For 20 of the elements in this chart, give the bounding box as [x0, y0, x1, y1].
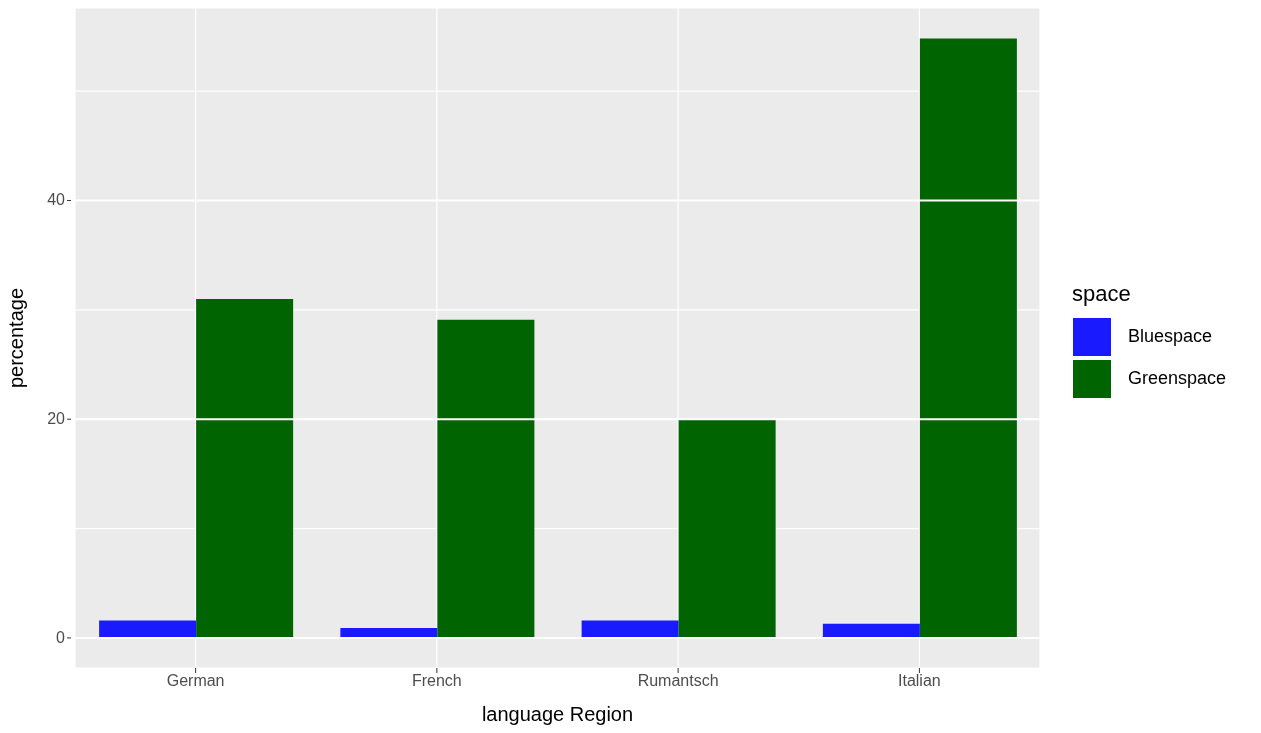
y-axis-title: percentage: [5, 287, 28, 389]
y-tick-label: 20: [47, 410, 66, 428]
bar: [581, 620, 679, 638]
bar: [919, 38, 1017, 638]
bar: [678, 419, 776, 638]
bar: [340, 628, 438, 638]
bar: [99, 620, 197, 638]
legend-label: Greenspace: [1128, 368, 1227, 389]
bar: [822, 623, 920, 638]
x-tick-label: Rumantsch: [637, 672, 719, 690]
legend-label: Bluespace: [1128, 326, 1213, 347]
bar: [196, 298, 294, 638]
x-axis-title: language Region: [481, 703, 634, 725]
y-tick-label: 0: [56, 628, 66, 646]
x-tick-label: Italian: [898, 672, 941, 690]
x-tick-label: German: [166, 672, 225, 690]
legend-title: space: [1072, 280, 1132, 307]
bar: [437, 319, 535, 638]
y-tick-label: 40: [47, 191, 66, 209]
x-tick-label: French: [411, 672, 462, 690]
